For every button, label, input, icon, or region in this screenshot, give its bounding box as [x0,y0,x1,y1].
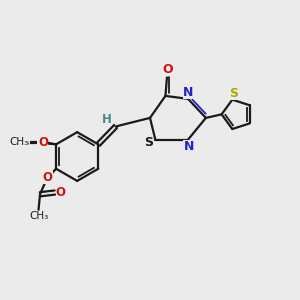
Text: CH₃: CH₃ [9,137,28,147]
Text: O: O [38,136,48,149]
Text: O: O [38,136,47,148]
Text: H: H [102,112,112,126]
Text: CH₃: CH₃ [29,211,49,221]
Text: N: N [184,140,194,153]
Text: O: O [162,63,172,76]
Text: S: S [144,136,153,149]
Text: O: O [56,186,66,199]
Text: O: O [43,171,53,184]
Text: CH₃: CH₃ [11,137,30,147]
Text: S: S [229,87,238,100]
Text: N: N [183,86,193,99]
